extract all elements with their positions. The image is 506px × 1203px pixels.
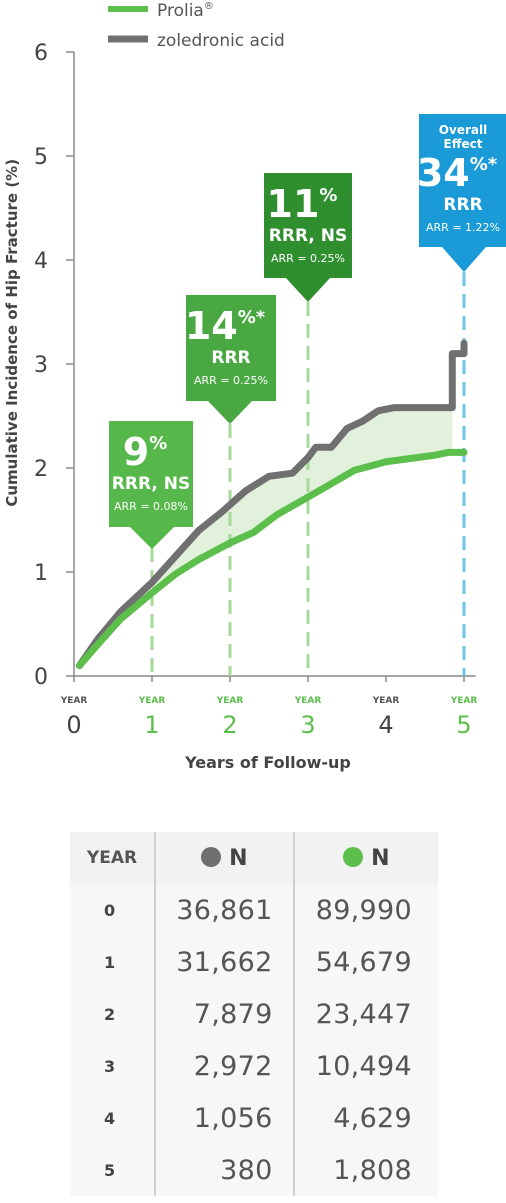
x-tick-year-label: YEAR (60, 696, 88, 706)
legend-label-zoledronic: zoledronic acid (157, 31, 285, 51)
hip-fracture-chart: Prolia® zoledronic acid 0 1 2 3 4 5 6 Cumulative … (3, 1, 506, 772)
x-tick-value: 1 (144, 711, 159, 739)
y-tick-label: 6 (34, 41, 48, 66)
callout-rrr-label: RRR (443, 195, 482, 215)
table-header-zoledronic: N (154, 832, 294, 884)
y-tick-label: 4 (34, 249, 48, 274)
table-header-row: YEAR N N (70, 832, 438, 884)
callout-heading-line2: Effect (444, 137, 483, 151)
table-header-prolia: N (292, 832, 438, 884)
table-row: 4 1,056 4,629 (70, 1092, 438, 1144)
y-tick-label: 3 (34, 353, 48, 378)
x-tick-value: 5 (456, 711, 471, 739)
row-prolia-n: 23,447 (292, 988, 438, 1040)
y-tick-label: 0 (34, 665, 48, 690)
x-tick-year-label: YEAR (294, 696, 322, 706)
row-year: 5 (104, 1160, 116, 1180)
x-tick-year-label: YEAR (450, 696, 478, 706)
y-tick-label: 5 (34, 145, 48, 170)
row-zoledronic-n: 380 (154, 1144, 294, 1196)
table-row: 2 7,879 23,447 (70, 988, 438, 1040)
patients-at-risk-table: YEAR N N 0 36,861 89,990 1 31,662 54,679 2 7,… (70, 832, 438, 1196)
row-year: 1 (104, 952, 116, 972)
callout-arr-label: ARR = 1.22% (426, 221, 500, 234)
legend-label-prolia: Prolia® (157, 1, 214, 21)
row-zoledronic-n: 7,879 (154, 988, 294, 1040)
x-tick-year-label: YEAR (216, 696, 244, 706)
table-header-year: YEAR (86, 848, 138, 868)
callout-rrr-label: RRR, NS (112, 474, 190, 494)
x-tick-value: 3 (300, 711, 315, 739)
callout-rrr-label: RRR (211, 348, 250, 368)
x-tick-value: 2 (222, 711, 237, 739)
x-tick-value: 4 (378, 711, 393, 739)
callout-box-year-2 (186, 295, 276, 424)
y-tick-label: 1 (34, 561, 48, 586)
x-tick-value: 0 (66, 711, 81, 739)
row-zoledronic-n: 31,662 (154, 936, 294, 988)
row-year: 0 (104, 900, 116, 920)
row-year: 2 (104, 1004, 116, 1024)
callout-rrr-label: RRR, NS (269, 226, 347, 246)
row-zoledronic-n: 1,056 (154, 1092, 294, 1144)
y-axis-title: Cumulative Incidence of Hip Fracture (%) (3, 159, 21, 507)
row-year: 4 (104, 1108, 116, 1128)
table-row: 5 380 1,808 (70, 1144, 438, 1196)
row-prolia-n: 89,990 (292, 884, 438, 936)
table-row: 3 2,972 10,494 (70, 1040, 438, 1092)
callout-heading-line1: Overall (439, 123, 487, 137)
callout-arr-label: ARR = 0.08% (114, 500, 188, 513)
callout-arr-label: ARR = 0.25% (194, 374, 268, 387)
x-axis-title: Years of Follow-up (184, 753, 351, 772)
zoledronic-dot-icon (201, 846, 222, 867)
callout-box-year-5 (419, 114, 506, 272)
callout-box-year-1 (109, 421, 193, 549)
row-zoledronic-n: 36,861 (154, 884, 294, 936)
series-line-zoledronic (75, 339, 468, 670)
prolia-dot-icon (343, 846, 364, 867)
table-header-prolia-label: N (371, 845, 390, 871)
row-prolia-n: 4,629 (292, 1092, 438, 1144)
callout-arr-label: ARR = 0.25% (271, 252, 345, 265)
row-year: 3 (104, 1056, 116, 1076)
table-row: 0 36,861 89,990 (70, 884, 438, 936)
x-tick-year-label: YEAR (372, 696, 400, 706)
row-prolia-n: 10,494 (292, 1040, 438, 1092)
callout-box-year-3 (264, 173, 352, 302)
row-prolia-n: 54,679 (292, 936, 438, 988)
row-prolia-n: 1,808 (292, 1144, 438, 1196)
y-tick-label: 2 (34, 457, 48, 482)
series-line-prolia (75, 448, 468, 670)
row-zoledronic-n: 2,972 (154, 1040, 294, 1092)
table-header-zoledronic-label: N (229, 845, 248, 871)
x-tick-year-label: YEAR (138, 696, 166, 706)
table-row: 1 31,662 54,679 (70, 936, 438, 988)
